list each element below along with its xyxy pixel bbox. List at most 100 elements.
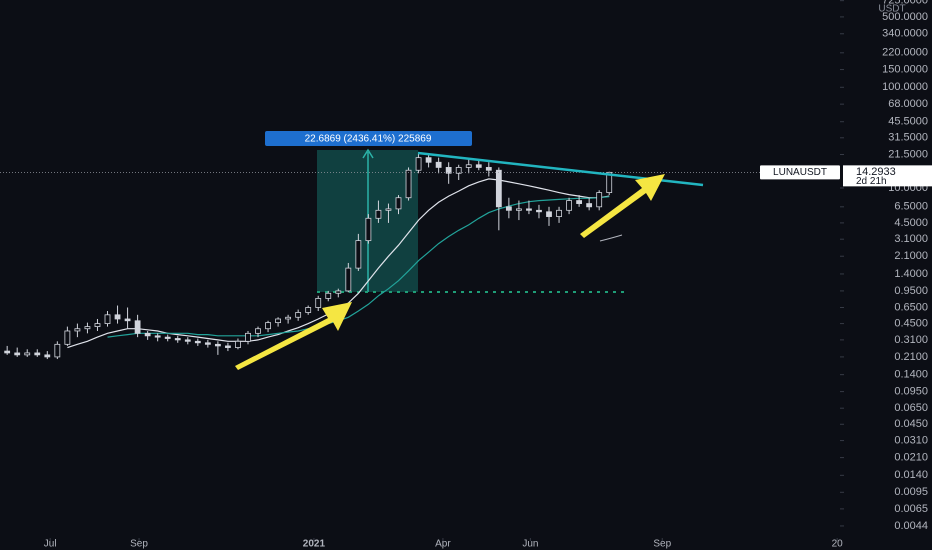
y-tick-label: 0.6500	[894, 301, 928, 313]
candle-body	[225, 345, 231, 348]
candle-body	[24, 352, 31, 356]
candle-body	[295, 312, 302, 318]
candle-body	[405, 169, 412, 199]
x-tick-label: Jun	[522, 539, 538, 550]
plot-area: 22.6869 (2436.41%) 225869	[265, 131, 625, 293]
candle-body	[194, 340, 201, 344]
candle-body	[536, 209, 542, 213]
y-tick-label: 0.4500	[894, 317, 928, 329]
measure-label-box	[265, 131, 472, 146]
candle-body	[526, 208, 532, 211]
candle-body	[275, 318, 281, 324]
candle-body	[285, 316, 292, 320]
candle-body	[395, 197, 402, 210]
candle-body	[325, 292, 332, 299]
moving-average-line	[107, 196, 610, 338]
y-tick-label: 220.0000	[882, 47, 928, 59]
candle-body	[516, 208, 522, 211]
candle-body	[54, 343, 61, 358]
candle-body	[64, 330, 71, 345]
candle-body	[445, 167, 452, 174]
candle-body	[245, 332, 251, 342]
measure-label: 22.6869 (2436.41%) 225869	[305, 134, 432, 145]
candle-body	[455, 167, 462, 174]
candle-body	[14, 352, 21, 356]
y-tick-label: 500.0000	[882, 11, 928, 23]
y-tick-label: 0.0065	[894, 503, 928, 515]
candle-body	[44, 354, 51, 358]
candle-body	[385, 208, 392, 211]
candle-body	[596, 192, 603, 208]
x-tick-label: Jul	[44, 539, 57, 550]
candle-body	[204, 342, 211, 345]
candle-body	[34, 352, 41, 356]
yellow-arrow	[235, 302, 352, 370]
candle-body	[355, 240, 362, 269]
candle-body	[94, 323, 101, 328]
measure-arrow-head	[362, 148, 374, 159]
currency-label: USDT	[878, 4, 905, 15]
candle-body	[566, 200, 572, 211]
candle-body	[124, 318, 131, 322]
y-tick-label: 0.2100	[894, 351, 928, 363]
candle-body	[435, 161, 442, 168]
drawings	[235, 151, 704, 370]
candle-body	[485, 167, 492, 171]
x-tick-label: 2021	[303, 539, 326, 550]
y-tick-label: 725.0000	[882, 0, 928, 7]
candle-body	[104, 314, 111, 324]
symbol-label-box	[760, 165, 840, 180]
candle-body	[556, 209, 562, 217]
price-label: 14.2933	[856, 166, 896, 178]
y-tick-label: 0.0950	[894, 386, 928, 398]
y-tick-label: 6.5000	[894, 201, 928, 213]
candle-body	[74, 328, 81, 332]
candle-body	[586, 203, 593, 208]
candle-body	[134, 320, 141, 334]
candle-body	[475, 164, 482, 168]
y-tick-label: 0.0140	[894, 469, 928, 481]
candle-body	[415, 157, 422, 171]
y-tick-label: 0.9500	[894, 285, 928, 297]
candle-body	[255, 328, 261, 334]
price-axis: USDT 725.0000 500.0000 340.0000 220.0000 150…	[44, 0, 932, 550]
candle-body	[375, 209, 382, 219]
y-tick-label: 3.1000	[894, 233, 928, 245]
yellow-arrow	[580, 174, 665, 238]
candle-body	[505, 206, 512, 211]
price-label-box	[843, 165, 932, 187]
candle-body	[546, 211, 552, 217]
x-tick-label: Apr	[435, 539, 451, 550]
y-tick-label: 2.1000	[894, 250, 928, 262]
candle-body	[365, 217, 372, 242]
candle-body	[174, 338, 181, 341]
y-tick-label: 1.4000	[894, 268, 928, 280]
candle-body	[465, 164, 472, 168]
candle-body	[345, 267, 352, 292]
candle-body	[425, 157, 432, 163]
y-tick-label: 0.3100	[894, 334, 928, 346]
y-tick-label: 0.0210	[894, 452, 928, 464]
x-tick-label: Sep	[653, 539, 671, 550]
y-tick-label: 45.5000	[888, 116, 928, 128]
candle-body	[214, 343, 221, 347]
y-tick-label: 100.0000	[882, 81, 928, 93]
candle-body	[114, 314, 121, 320]
candle-body	[335, 290, 342, 294]
candle-body	[576, 200, 583, 204]
y-tick-label: 150.0000	[882, 63, 928, 75]
sketch-stroke	[599, 234, 623, 242]
y-tick-label: 4.5000	[894, 217, 928, 229]
candle-body	[235, 340, 241, 348]
y-tick-label: 0.0095	[894, 486, 928, 498]
candle-body	[84, 326, 91, 330]
candle-body	[305, 307, 312, 313]
candle-body	[315, 298, 322, 308]
y-tick-label: 21.5000	[888, 148, 928, 160]
candle-body	[164, 336, 171, 339]
marks	[0, 152, 840, 360]
candle-body	[4, 350, 11, 354]
candle-body	[144, 332, 151, 337]
